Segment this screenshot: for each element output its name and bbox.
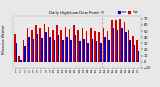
Bar xyxy=(39,28,41,62)
Bar xyxy=(132,36,134,62)
Bar xyxy=(58,35,60,62)
Bar xyxy=(20,60,22,62)
Bar xyxy=(71,40,72,62)
Bar xyxy=(60,30,62,62)
Bar xyxy=(124,22,125,62)
Bar xyxy=(79,41,80,62)
Bar xyxy=(90,28,92,62)
Bar xyxy=(41,38,43,62)
Bar xyxy=(81,28,83,62)
Bar xyxy=(16,43,17,62)
Bar xyxy=(65,27,66,62)
Bar xyxy=(108,40,110,62)
Text: Milwaukee Weather: Milwaukee Weather xyxy=(2,24,6,54)
Bar xyxy=(24,46,26,62)
Bar xyxy=(92,39,93,62)
Bar xyxy=(28,37,30,62)
Bar xyxy=(100,43,102,62)
Bar xyxy=(49,37,51,62)
Bar xyxy=(117,30,118,62)
Bar xyxy=(104,37,106,62)
Bar xyxy=(98,32,100,62)
Bar xyxy=(77,30,79,62)
Bar xyxy=(14,34,16,62)
Bar xyxy=(87,43,89,62)
Bar xyxy=(103,28,104,62)
Bar xyxy=(69,29,71,62)
Bar xyxy=(96,41,97,62)
Bar xyxy=(83,39,85,62)
Bar xyxy=(94,31,96,62)
Bar xyxy=(54,40,55,62)
Bar xyxy=(134,45,135,62)
Bar xyxy=(18,56,20,62)
Bar xyxy=(86,31,87,62)
Bar xyxy=(37,34,38,62)
Bar xyxy=(125,32,127,62)
Bar xyxy=(115,20,117,62)
Bar xyxy=(62,40,64,62)
Bar xyxy=(136,40,138,62)
Bar xyxy=(31,30,33,62)
Bar xyxy=(111,20,113,62)
Bar xyxy=(138,51,140,62)
Bar xyxy=(45,32,47,62)
Bar xyxy=(128,30,129,62)
Bar xyxy=(23,40,24,62)
Bar xyxy=(33,39,34,62)
Bar xyxy=(48,27,49,62)
Bar xyxy=(44,24,45,62)
Bar xyxy=(119,19,121,62)
Bar xyxy=(66,37,68,62)
Bar xyxy=(35,25,37,62)
Bar xyxy=(107,31,108,62)
Title: Daily High/Low Dew Point °F: Daily High/Low Dew Point °F xyxy=(49,11,104,15)
Bar xyxy=(129,40,131,62)
Bar xyxy=(52,30,54,62)
Bar xyxy=(75,35,76,62)
Legend: Low, High: Low, High xyxy=(117,9,139,15)
Bar xyxy=(73,25,75,62)
Bar xyxy=(121,28,123,62)
Bar xyxy=(27,28,28,62)
Bar xyxy=(56,25,58,62)
Bar xyxy=(113,28,114,62)
